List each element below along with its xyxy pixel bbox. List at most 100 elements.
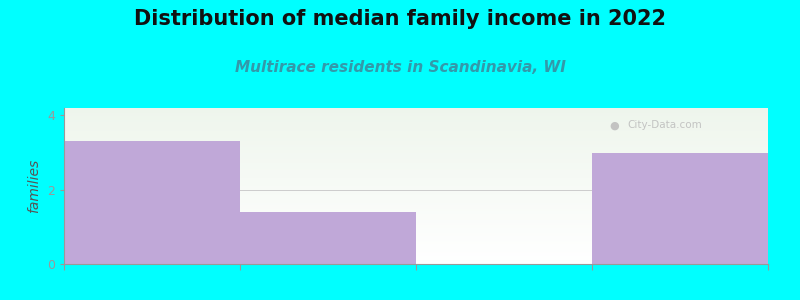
Bar xyxy=(64,219,768,220)
Bar xyxy=(64,259,768,261)
Bar xyxy=(64,191,768,192)
Bar xyxy=(64,111,768,113)
Bar xyxy=(64,144,768,146)
Bar xyxy=(64,244,768,245)
Text: Distribution of median family income in 2022: Distribution of median family income in … xyxy=(134,9,666,29)
Bar xyxy=(64,225,768,226)
Bar xyxy=(64,153,768,155)
Bar xyxy=(64,211,768,212)
Bar xyxy=(64,202,768,203)
Bar xyxy=(64,158,768,160)
Bar xyxy=(64,167,768,169)
Bar xyxy=(240,212,416,264)
Bar xyxy=(64,127,768,128)
Bar xyxy=(64,148,768,150)
Bar xyxy=(64,258,768,259)
Bar xyxy=(64,178,768,180)
Bar xyxy=(64,195,768,197)
Bar xyxy=(64,242,768,244)
Bar xyxy=(64,161,768,163)
Bar xyxy=(64,239,768,241)
Bar xyxy=(64,212,768,214)
Bar xyxy=(64,125,768,127)
Bar xyxy=(64,234,768,236)
Bar xyxy=(64,186,768,188)
Bar xyxy=(64,222,768,224)
Bar xyxy=(64,133,768,134)
Bar xyxy=(64,170,768,172)
Bar xyxy=(64,116,768,117)
Bar xyxy=(64,262,768,264)
Bar xyxy=(64,250,768,251)
Bar xyxy=(592,153,768,264)
Bar xyxy=(64,209,768,211)
Bar xyxy=(64,181,768,183)
Bar xyxy=(64,156,768,158)
Bar xyxy=(64,205,768,206)
Bar xyxy=(64,236,768,238)
Bar xyxy=(64,253,768,255)
Text: City-Data.com: City-Data.com xyxy=(627,121,702,130)
Bar xyxy=(64,261,768,262)
Bar xyxy=(64,108,768,110)
Bar xyxy=(64,172,768,173)
Bar xyxy=(64,142,768,144)
Bar xyxy=(64,150,768,152)
Bar xyxy=(64,230,768,231)
Text: ●: ● xyxy=(610,121,619,130)
Bar xyxy=(64,183,768,184)
Bar xyxy=(64,241,768,242)
Bar xyxy=(64,208,768,209)
Bar xyxy=(64,184,768,186)
Bar xyxy=(64,114,768,116)
Bar xyxy=(64,141,768,142)
Bar xyxy=(64,124,768,125)
Bar xyxy=(64,247,768,248)
Bar xyxy=(64,226,768,228)
Bar xyxy=(64,175,768,177)
Bar xyxy=(64,245,768,247)
Bar xyxy=(64,138,768,139)
Bar xyxy=(64,177,768,178)
Bar xyxy=(64,121,768,122)
Bar xyxy=(64,117,768,119)
Bar xyxy=(64,113,768,114)
Bar xyxy=(64,110,768,111)
Bar xyxy=(64,203,768,205)
Bar xyxy=(64,228,768,230)
Bar xyxy=(64,173,768,175)
Bar xyxy=(64,160,768,161)
Bar xyxy=(64,251,768,253)
Bar xyxy=(64,146,768,147)
Bar xyxy=(64,192,768,194)
Y-axis label: families: families xyxy=(27,159,42,213)
Bar xyxy=(64,231,768,233)
Bar xyxy=(64,224,768,225)
Bar xyxy=(64,164,768,166)
Bar xyxy=(64,199,768,200)
Bar xyxy=(64,180,768,181)
Bar xyxy=(64,194,768,195)
Bar xyxy=(64,189,768,191)
Bar xyxy=(64,256,768,258)
Text: Multirace residents in Scandinavia, WI: Multirace residents in Scandinavia, WI xyxy=(234,60,566,75)
Bar xyxy=(64,248,768,250)
Bar xyxy=(64,216,768,217)
Bar xyxy=(64,255,768,256)
Bar xyxy=(64,119,768,121)
Bar xyxy=(64,131,768,133)
Bar xyxy=(64,163,768,164)
Bar xyxy=(64,220,768,222)
Bar xyxy=(64,217,768,219)
Bar xyxy=(64,128,768,130)
Bar xyxy=(64,147,768,148)
Bar xyxy=(64,155,768,156)
Bar xyxy=(64,130,768,131)
Bar xyxy=(64,233,768,234)
Bar xyxy=(64,197,768,199)
Bar xyxy=(64,206,768,208)
Bar xyxy=(64,141,240,264)
Bar xyxy=(64,188,768,189)
Bar xyxy=(64,134,768,136)
Bar xyxy=(64,200,768,202)
